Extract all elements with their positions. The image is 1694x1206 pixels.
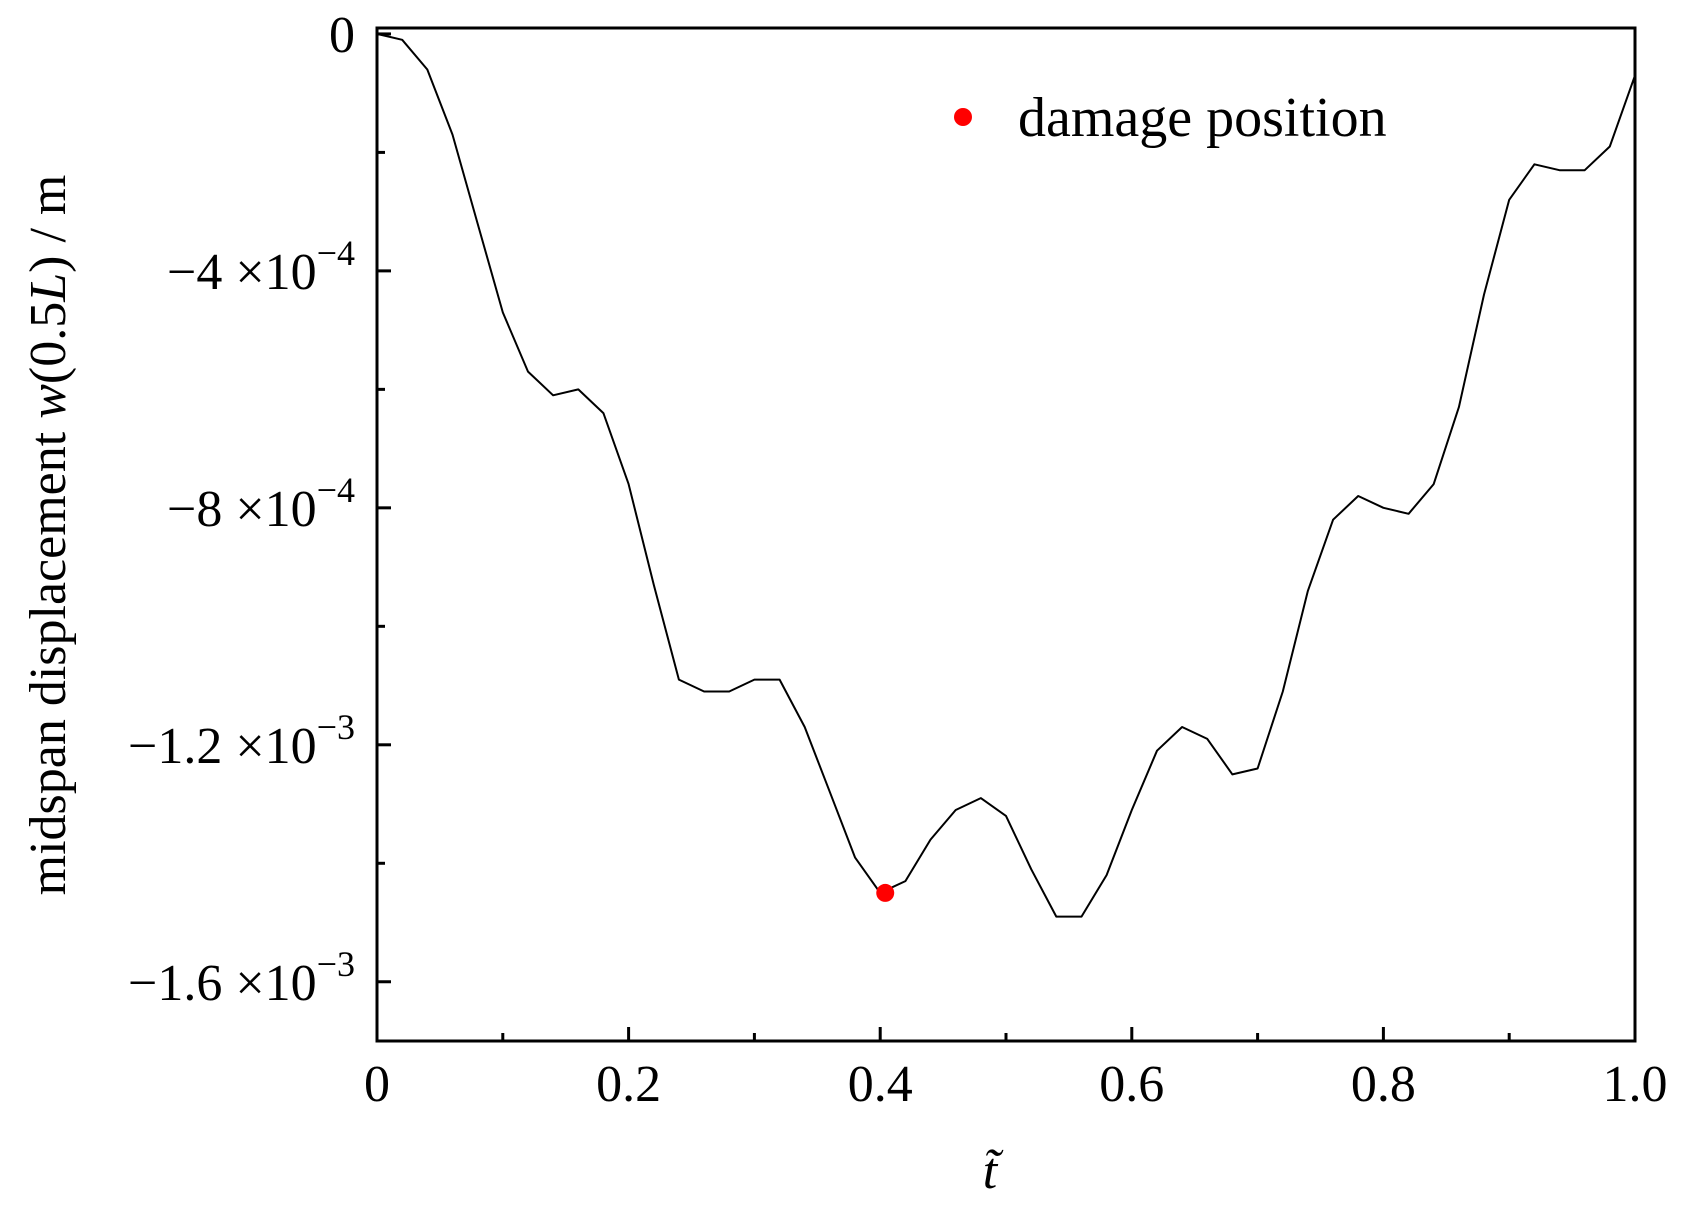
y-tick-label: −1.6 ×10−3 <box>128 944 355 1012</box>
y-tick-label: −8 ×10−4 <box>167 470 355 538</box>
x-axis-title: t̃ <box>983 1143 1004 1200</box>
x-tick-label: 0.4 <box>848 1056 913 1113</box>
legend-marker-damage-position <box>954 108 972 126</box>
x-tick-label: 0 <box>364 1056 390 1113</box>
y-tick-label: 0 <box>329 7 355 64</box>
plot-frame <box>375 26 1637 1043</box>
x-tick-label: 0.6 <box>1099 1056 1164 1113</box>
y-axis-title: midspan displacement w(0.5L) / m <box>20 175 77 896</box>
legend-label-damage-position: damage position <box>1018 87 1387 149</box>
y-tick-label: −1.2 ×10−3 <box>128 707 355 775</box>
legend: damage position <box>954 87 1387 149</box>
series-line-0 <box>376 32 1636 918</box>
x-tick-label: 0.2 <box>596 1056 661 1113</box>
damage-position-point <box>876 883 895 902</box>
y-tick-label: −4 ×10−4 <box>167 233 355 301</box>
x-tick-label: 1.0 <box>1603 1056 1668 1113</box>
x-tick-label: 0.8 <box>1351 1056 1416 1113</box>
